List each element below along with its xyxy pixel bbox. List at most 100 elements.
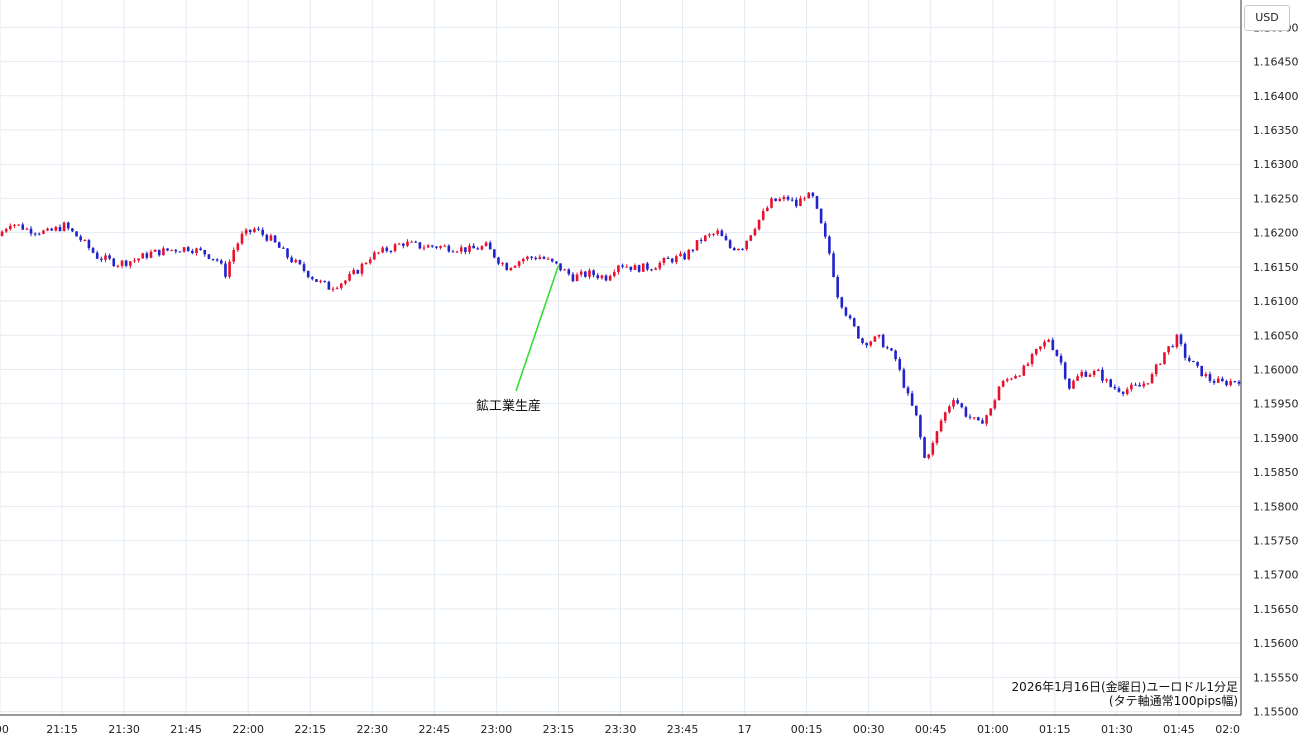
candle (943, 411, 947, 424)
candle (989, 408, 993, 417)
candle (87, 238, 91, 251)
candle (919, 414, 922, 440)
candle (402, 242, 405, 249)
candle (1026, 361, 1030, 367)
candle (1196, 361, 1199, 368)
candle (447, 244, 451, 253)
price-tick-label: 1.15800 (1253, 500, 1299, 513)
candle (493, 249, 496, 259)
candle (224, 261, 227, 279)
candle (741, 248, 744, 251)
candle (852, 317, 856, 328)
candle (1204, 372, 1208, 379)
candle (782, 194, 786, 202)
candle (650, 268, 653, 272)
candle (877, 334, 881, 339)
candle (840, 296, 844, 310)
candles (0, 191, 1241, 460)
candle (1221, 376, 1224, 382)
candle (981, 418, 984, 424)
candle (79, 234, 82, 242)
candle (567, 268, 571, 276)
candle (795, 197, 798, 209)
time-tick-label: 23:15 (543, 723, 575, 736)
candle (468, 243, 471, 255)
currency-badge[interactable]: USD (1244, 5, 1290, 31)
candle (352, 267, 355, 276)
time-tick-label: 22:15 (294, 723, 326, 736)
candle (37, 232, 41, 236)
candle (120, 259, 124, 269)
chart-footnote: 2026年1月16日(金曜日)ユーロドル1分足 (タテ軸通常100pips幅) (1012, 680, 1238, 708)
candle (203, 249, 207, 257)
candle (902, 367, 906, 389)
candle (894, 349, 897, 362)
candle (1088, 372, 1092, 378)
candle (857, 325, 860, 339)
candle (836, 274, 839, 300)
candle (282, 246, 285, 249)
candle (679, 251, 682, 257)
candle (476, 246, 480, 250)
candle (91, 246, 95, 254)
candle (1043, 339, 1046, 349)
candle (728, 239, 732, 249)
candle (54, 226, 58, 232)
candle (1146, 383, 1150, 386)
candle (215, 258, 219, 262)
candle (923, 436, 926, 459)
candle (377, 252, 380, 255)
candle (654, 267, 657, 271)
annotation-line (515, 265, 560, 392)
candle (129, 261, 132, 269)
candle (1225, 379, 1228, 387)
candle (381, 245, 384, 254)
candle (704, 235, 707, 242)
candle (935, 430, 939, 446)
price-tick-label: 1.15750 (1253, 535, 1299, 548)
annotation-label: 鉱工業生産 (476, 399, 542, 414)
candle (956, 397, 959, 405)
candle (335, 286, 339, 290)
candle (1208, 371, 1212, 384)
candle (368, 256, 372, 265)
candle (1163, 352, 1166, 365)
candle (803, 196, 806, 202)
candle (244, 228, 248, 236)
candle (823, 221, 827, 239)
candle (418, 242, 422, 250)
candle (236, 242, 240, 253)
candle (95, 250, 99, 260)
candle (1022, 364, 1026, 377)
candle (1105, 378, 1108, 383)
candle (1200, 365, 1204, 377)
candle (687, 248, 691, 261)
candle (104, 252, 107, 263)
candle (1018, 375, 1021, 377)
candle (873, 335, 877, 342)
footnote-line-2: (タテ軸通常100pips幅) (1108, 694, 1238, 708)
time-tick-label: 21:45 (170, 723, 202, 736)
candle (881, 333, 885, 348)
candle (124, 259, 128, 268)
candle (745, 240, 748, 251)
candle (869, 340, 873, 348)
candle (530, 256, 533, 261)
candle (571, 272, 575, 283)
candle (815, 195, 819, 210)
candle (58, 224, 62, 232)
candle (509, 267, 513, 272)
candle (339, 282, 343, 290)
candle (621, 263, 624, 269)
candle (410, 240, 413, 243)
candle (1072, 379, 1075, 390)
candle (1150, 372, 1154, 384)
candle (1076, 373, 1079, 381)
candle (232, 247, 236, 265)
time-tick-label: 22:30 (356, 723, 388, 736)
candle (625, 264, 629, 268)
candle (1142, 380, 1146, 389)
candle (331, 286, 335, 292)
candle (149, 249, 153, 259)
candle (211, 258, 215, 261)
